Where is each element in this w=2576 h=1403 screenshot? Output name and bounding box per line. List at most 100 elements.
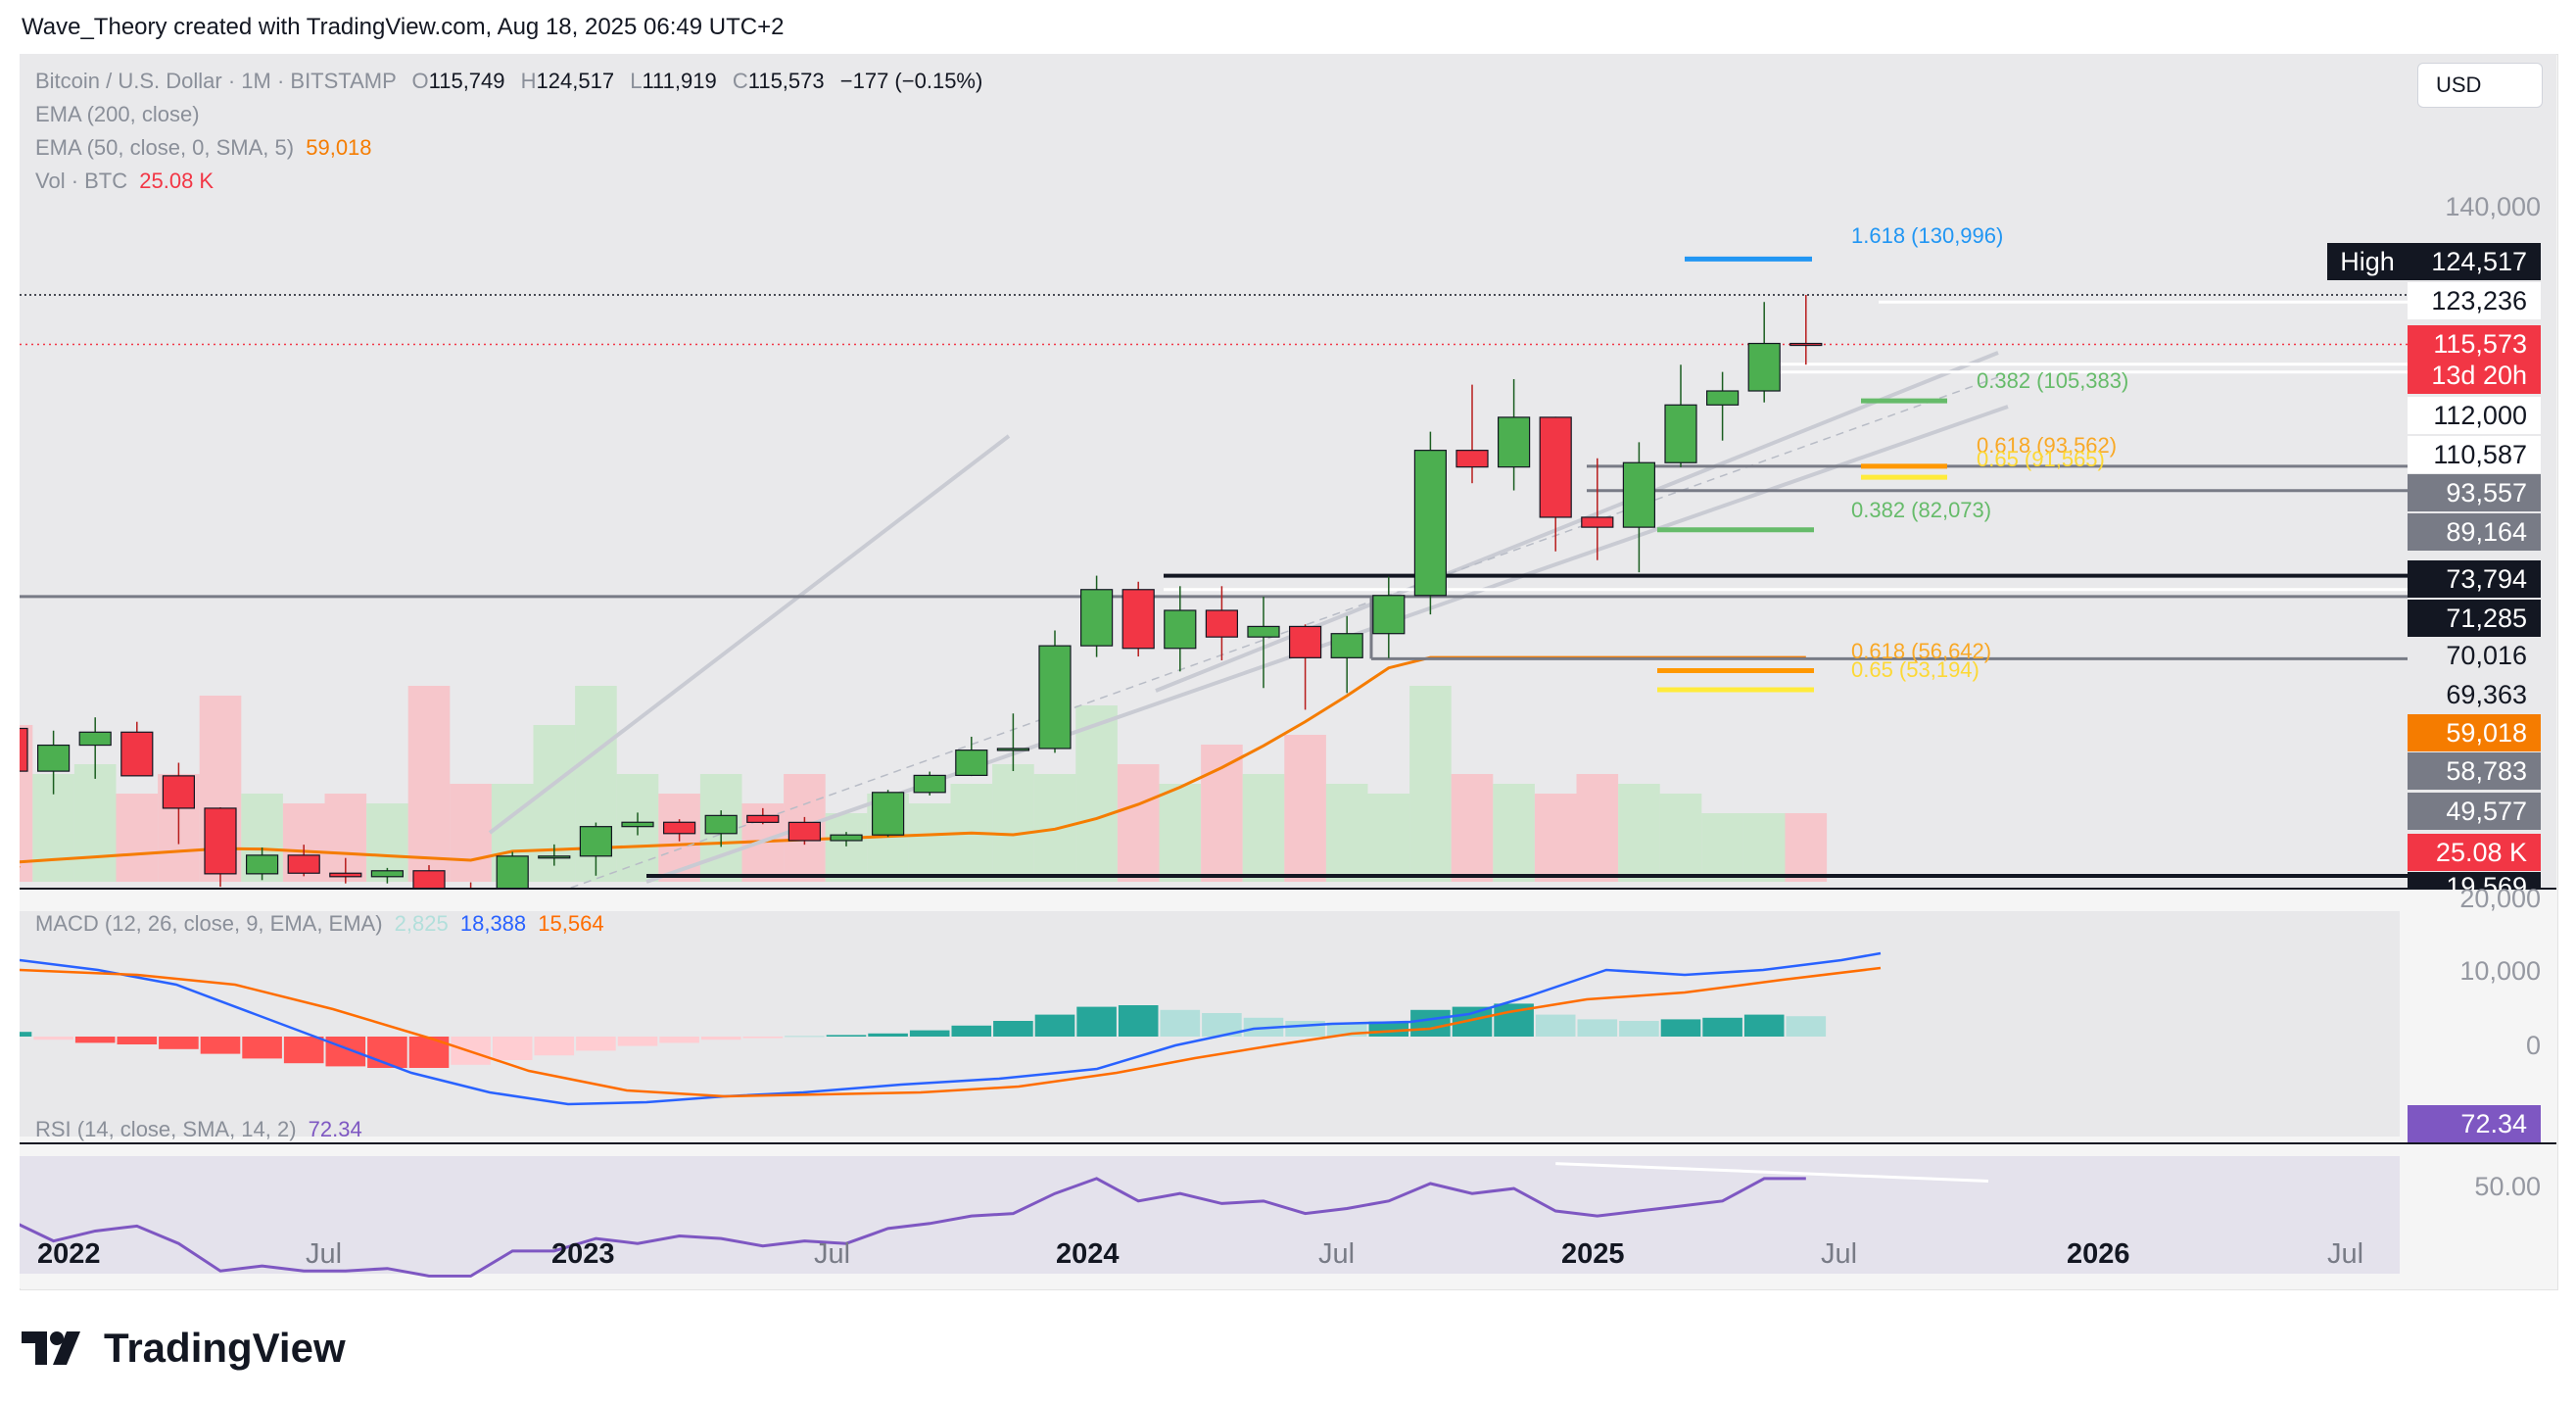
rsi-legend-value: 72.34 <box>308 1117 362 1141</box>
macd-line-value: 18,388 <box>459 911 527 936</box>
candle-body <box>704 814 738 835</box>
macd-histogram-bar <box>1535 1014 1576 1037</box>
candle-body <box>579 826 613 857</box>
macd-histogram-bar <box>1285 1021 1325 1037</box>
open-value: 115,749 <box>428 69 505 93</box>
macd-histogram-bar <box>742 1037 784 1039</box>
symbol-title[interactable]: Bitcoin / U.S. Dollar · 1M · BITSTAMP <box>35 69 397 93</box>
candle-body <box>120 731 154 777</box>
volume-bar <box>1159 784 1202 882</box>
price-label-high: 124,517 <box>2408 243 2541 280</box>
volume-bar <box>1325 784 1368 882</box>
macd-tick-0: 0 <box>2525 1031 2541 1060</box>
price-label-19569: 19,569 <box>2408 872 2541 890</box>
candle-body <box>913 774 946 794</box>
macd-histogram-bar <box>993 1021 1033 1037</box>
candle-body <box>1288 625 1322 658</box>
ema200-legend[interactable]: EMA (200, close) <box>35 102 200 127</box>
candle-body <box>1581 516 1614 528</box>
channel-upper-line <box>488 434 1011 835</box>
macd-histogram-bar <box>1619 1021 1659 1037</box>
macd-histogram-bar <box>33 1037 73 1040</box>
time-axis-year-label: 2023 <box>551 1238 615 1270</box>
volume-bar <box>73 764 117 882</box>
candle-body <box>246 854 279 875</box>
fib-label-1618: 1.618 (130,996) <box>1851 223 2004 248</box>
volume-value: 25.08 K <box>139 169 215 193</box>
candle-body <box>1497 416 1531 468</box>
candle-body <box>1622 461 1656 528</box>
time-axis-year-label: 2024 <box>1056 1238 1120 1270</box>
price-label-69363: 69,363 <box>2446 679 2527 709</box>
candle-body <box>1664 404 1697 463</box>
price-label-58783: 58,783 <box>2408 752 2541 790</box>
rsi-value-label: 72.34 <box>2408 1105 2541 1142</box>
macd-histogram-bar <box>1034 1014 1075 1037</box>
volume-bar <box>1534 794 1577 882</box>
high-label: H <box>520 69 537 93</box>
macd-histogram-bar <box>659 1037 699 1043</box>
low-label: L <box>630 69 643 93</box>
macd-legend[interactable]: MACD (12, 26, close, 9, EMA, EMA) 2,825 … <box>35 911 604 937</box>
candle-body <box>37 744 71 772</box>
macd-hist-value: 2,825 <box>394 911 449 936</box>
volume-bar <box>1451 774 1494 882</box>
volume-bar <box>1576 774 1619 882</box>
price-label-49577: 49,577 <box>2408 793 2541 830</box>
macd-histogram-bar <box>576 1037 616 1051</box>
chart-canvas[interactable] <box>20 54 2556 1288</box>
ema50-label: EMA (50, close, 0, SMA, 5) <box>35 135 295 160</box>
macd-histogram-bar <box>159 1037 199 1049</box>
macd-histogram-bar <box>20 1032 32 1037</box>
macd-histogram-bar <box>1076 1006 1117 1037</box>
candle-body <box>1205 609 1239 638</box>
rsi-label: RSI (14, close, SMA, 14, 2) <box>35 1117 297 1141</box>
macd-histogram-bar <box>1118 1005 1159 1037</box>
price-tick-20000: 20,000 <box>2459 884 2541 913</box>
volume-bar <box>1409 686 1452 882</box>
macd-label: MACD (12, 26, close, 9, EMA, EMA) <box>35 911 383 936</box>
candle-body <box>662 821 696 835</box>
macd-histogram-bar <box>1577 1019 1618 1037</box>
macd-histogram-bar <box>1660 1019 1701 1037</box>
volume-bar <box>450 784 492 882</box>
open-label: O <box>411 69 429 93</box>
candle-body <box>1747 342 1781 392</box>
candle-body <box>1789 342 1823 347</box>
candle-body <box>1539 416 1572 518</box>
currency-button[interactable]: USD <box>2417 63 2543 108</box>
candle-body <box>830 834 863 842</box>
candle-body <box>412 870 446 891</box>
rsi-band <box>20 1156 2400 1274</box>
time-axis-month-label: Jul <box>1318 1238 1356 1270</box>
rsi-tick-50: 50.00 <box>2474 1172 2541 1201</box>
macd-histogram-bar <box>617 1037 658 1046</box>
volume-legend[interactable]: Vol · BTC 25.08 K <box>35 169 214 194</box>
time-axis-year-label: 2022 <box>37 1238 101 1270</box>
candle-body <box>1079 589 1114 647</box>
brand[interactable]: TradingView <box>22 1325 346 1372</box>
price-label-71285: 71,285 <box>2408 600 2541 637</box>
macd-histogram-bar <box>1410 1009 1451 1037</box>
macd-histogram-bar <box>1786 1016 1827 1037</box>
candle-body <box>621 821 654 828</box>
fib-label-0382-lower: 0.382 (82,073) <box>1851 498 1992 522</box>
macd-histogram-bar <box>1702 1017 1742 1037</box>
candle-body <box>204 807 237 875</box>
high-tag: High <box>2327 243 2408 280</box>
ema50-legend[interactable]: EMA (50, close, 0, SMA, 5) 59,018 <box>35 135 372 161</box>
rsi-line <box>20 1177 1806 1278</box>
volume-bar <box>992 764 1034 882</box>
fib-label-0382-upper: 0.382 (105,383) <box>1977 368 2129 393</box>
candle-body <box>1330 633 1363 658</box>
time-axis-year-label: 2025 <box>1561 1238 1625 1270</box>
volume-bar <box>1242 774 1285 882</box>
volume-bar <box>1742 813 1786 882</box>
price-label-89164: 89,164 <box>2408 513 2541 551</box>
candle-body <box>1372 595 1406 635</box>
time-axis-month-label: Jul <box>814 1238 851 1270</box>
rsi-legend[interactable]: RSI (14, close, SMA, 14, 2) 72.34 <box>35 1117 362 1142</box>
time-axis-month-label: Jul <box>1821 1238 1858 1270</box>
price-label-112000: 112,000 <box>2408 397 2541 434</box>
price-label-123236: 123,236 <box>2408 282 2541 319</box>
